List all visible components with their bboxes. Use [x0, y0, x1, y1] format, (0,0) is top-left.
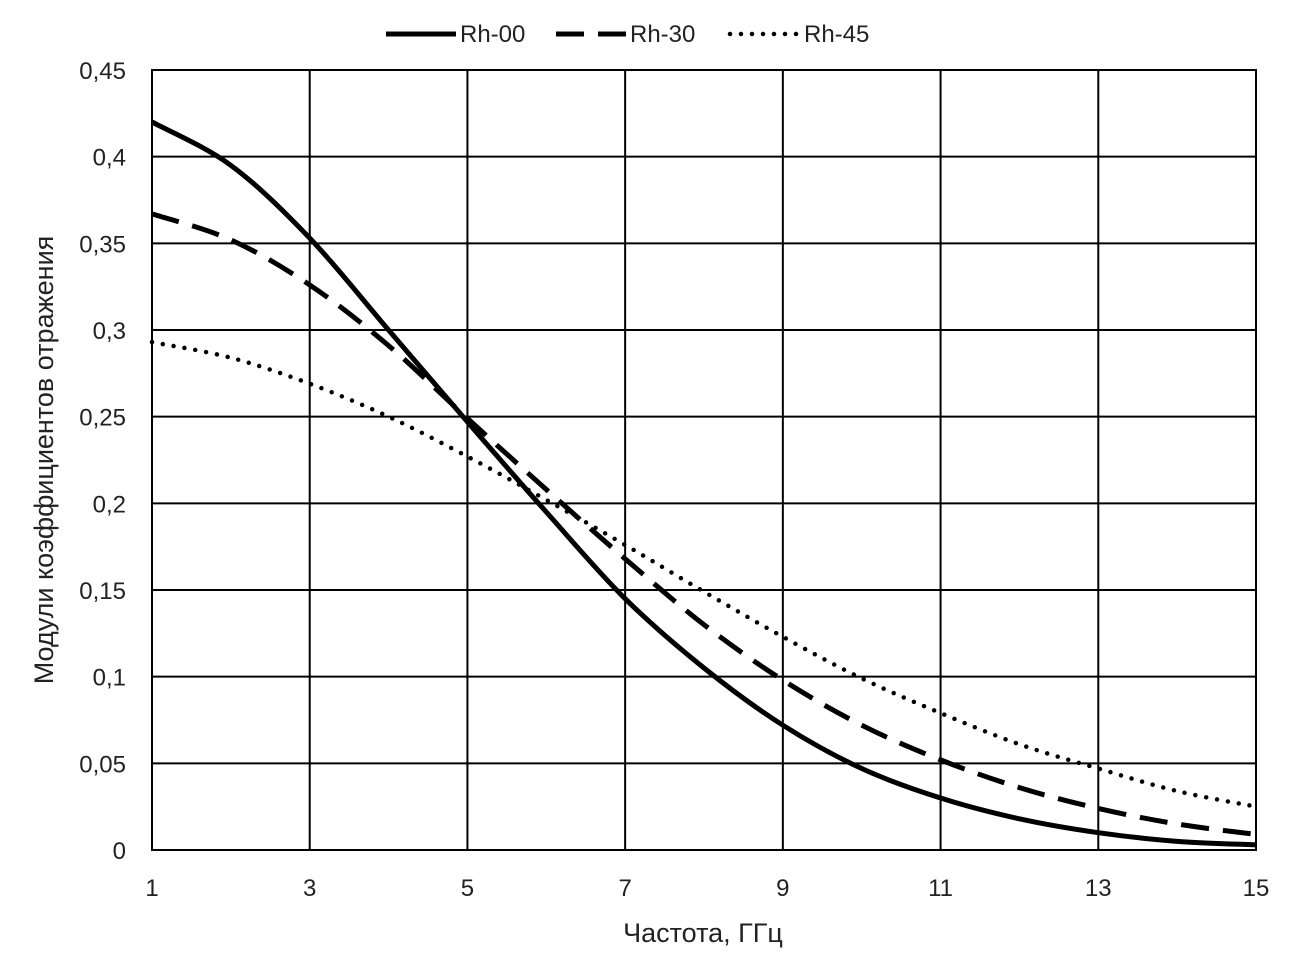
- y-tick-label: 0,3: [93, 318, 126, 345]
- x-tick-label: 13: [1085, 875, 1112, 902]
- legend-label-rh-45: Rh-45: [804, 21, 869, 48]
- y-tick-label: 0,05: [79, 751, 126, 778]
- x-tick-label: 7: [618, 875, 631, 902]
- y-tick-label: 0,1: [93, 665, 126, 692]
- x-tick-label: 9: [776, 875, 789, 902]
- series-line-rh-45: [149, 339, 1259, 809]
- x-axis-title: Частота, ГГц: [623, 918, 783, 948]
- x-tick-label: 5: [461, 875, 474, 902]
- y-axis-ticks: 0 0,05 0,1 0,15 0,2 0,25 0,3 0,35 0,4 0,45: [79, 58, 126, 865]
- legend-label-rh-30: Rh-30: [630, 21, 695, 48]
- grid: [151, 69, 1257, 851]
- y-tick-label: 0: [113, 838, 126, 865]
- series-line-rh-00: [150, 119, 1257, 848]
- series-line-rh-30: [151, 211, 1257, 837]
- x-tick-label: 1: [145, 875, 158, 902]
- legend-label-rh-00: Rh-00: [460, 21, 525, 48]
- y-tick-label: 0,35: [79, 231, 126, 258]
- x-tick-label: 15: [1243, 875, 1270, 902]
- plot-frame: [151, 69, 1257, 851]
- y-axis-title: Модули коэффициентов отражения: [29, 236, 59, 685]
- y-tick-label: 0,4: [93, 145, 126, 172]
- plot-area-border: [151, 69, 1257, 851]
- y-tick-label: 0,2: [93, 491, 126, 518]
- legend: Rh-00 Rh-30 Rh-45: [386, 21, 869, 48]
- y-tick-label: 0,45: [79, 58, 126, 85]
- x-axis-ticks: 1 3 5 7 9 11 13 15: [145, 875, 1269, 902]
- y-tick-label: 0,25: [79, 405, 126, 432]
- y-tick-label: 0,15: [79, 578, 126, 605]
- x-tick-label: 3: [303, 875, 316, 902]
- series-layer: [149, 119, 1259, 848]
- x-tick-label: 11: [928, 875, 953, 902]
